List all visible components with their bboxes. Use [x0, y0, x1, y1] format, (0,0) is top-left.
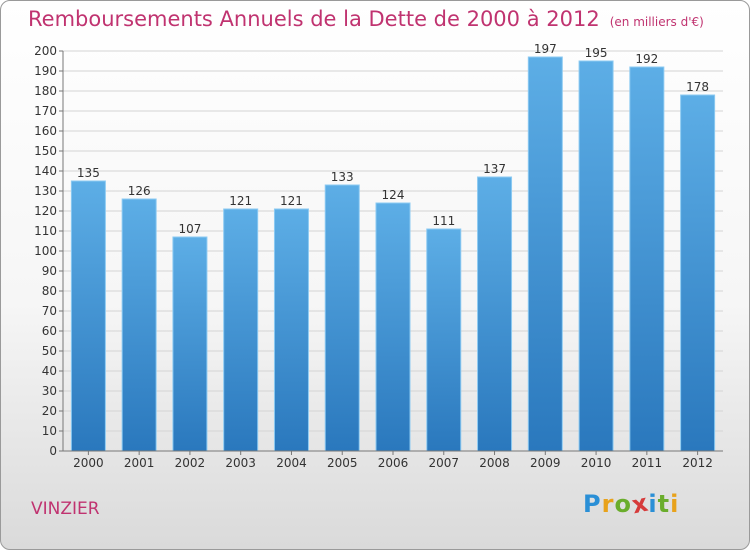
y-tick-label: 0	[49, 444, 57, 458]
y-tick-label: 90	[42, 264, 57, 278]
logo-letter: i	[648, 490, 658, 518]
y-tick-label: 120	[34, 204, 57, 218]
x-tick-label-2001: 2001	[124, 456, 155, 470]
bar-2004	[273, 208, 309, 452]
logo-letter: o	[614, 490, 632, 518]
bar-2001	[121, 198, 157, 452]
chart-title: Remboursements Annuels de la Dette de 20…	[28, 7, 704, 31]
bar-2011	[629, 66, 665, 452]
place-name: VINZIER	[31, 499, 100, 519]
data-label-2008: 137	[483, 162, 506, 176]
bar-2005	[324, 184, 360, 452]
y-tick-label: 50	[42, 344, 57, 358]
data-label-2005: 133	[331, 170, 354, 184]
bar-2007	[426, 228, 462, 452]
bar-2000	[70, 180, 106, 452]
x-tick-label-2004: 2004	[276, 456, 307, 470]
logo-letter: i	[670, 490, 680, 518]
data-label-2001: 126	[128, 184, 151, 198]
x-tick-label-2007: 2007	[428, 456, 459, 470]
title-text: Remboursements Annuels de la Dette de 20…	[28, 7, 600, 31]
y-tick-label: 180	[34, 84, 57, 98]
y-axis: 0 10 20 30 40 50 60 70 80 90 100 110 120 130 140 150 160…	[34, 44, 64, 458]
data-label-2004: 121	[280, 194, 303, 208]
data-label-2009: 197	[534, 42, 557, 56]
y-tick-label: 110	[34, 224, 57, 238]
bar-2012	[680, 94, 716, 452]
x-tick-label-2012: 2012	[682, 456, 713, 470]
data-label-2012: 178	[686, 80, 709, 94]
bar-2010	[578, 60, 614, 452]
logo-letter: t	[657, 490, 671, 518]
x-tick-label-2002: 2002	[175, 456, 206, 470]
data-label-2002: 107	[178, 222, 201, 236]
y-tick-label: 130	[34, 184, 57, 198]
y-tick-label: 160	[34, 124, 57, 138]
data-label-2003: 121	[229, 194, 252, 208]
bar-2009	[527, 56, 563, 452]
x-tick-label-2009: 2009	[530, 456, 561, 470]
data-label-2011: 192	[635, 52, 658, 66]
y-tick-label: 150	[34, 144, 57, 158]
x-tick-label-2000: 2000	[73, 456, 104, 470]
data-label-2010: 195	[585, 46, 608, 60]
y-tick-label: 10	[42, 424, 57, 438]
y-tick-label: 30	[42, 384, 57, 398]
bar-2006	[375, 202, 411, 452]
x-axis: 2000 2001 2002 2003 2004 2005 2006 2007 2008 2009…	[63, 450, 723, 470]
logo-letter: r	[601, 490, 615, 518]
y-tick-label: 140	[34, 164, 57, 178]
proxiti-logo: Proxiti	[583, 489, 680, 520]
data-label-2007: 111	[432, 214, 455, 228]
x-tick-label-2006: 2006	[378, 456, 409, 470]
x-tick-label-2011: 2011	[632, 456, 663, 470]
y-tick-label: 80	[42, 284, 57, 298]
y-tick-label: 190	[34, 64, 57, 78]
data-label-2006: 124	[382, 188, 405, 202]
bars: 135 126 107 121 121 133 124 111 137 197 195 192 178	[70, 42, 716, 452]
y-tick-label: 20	[42, 404, 57, 418]
y-tick-label: 100	[34, 244, 57, 258]
y-tick-label: 170	[34, 104, 57, 118]
y-tick-label: 60	[42, 324, 57, 338]
x-tick-label-2010: 2010	[581, 456, 612, 470]
x-tick-label-2005: 2005	[327, 456, 358, 470]
bar-2002	[172, 236, 208, 452]
bar-2008	[477, 176, 513, 452]
unit-label: (en milliers d'€)	[609, 15, 704, 29]
y-tick-label: 70	[42, 304, 57, 318]
data-label-2000: 135	[77, 166, 100, 180]
y-tick-label: 200	[34, 44, 57, 58]
y-tick-label: 40	[42, 364, 57, 378]
x-tick-label-2003: 2003	[225, 456, 256, 470]
logo-letter: P	[583, 490, 602, 518]
bar-2003	[223, 208, 259, 452]
x-tick-label-2008: 2008	[479, 456, 510, 470]
